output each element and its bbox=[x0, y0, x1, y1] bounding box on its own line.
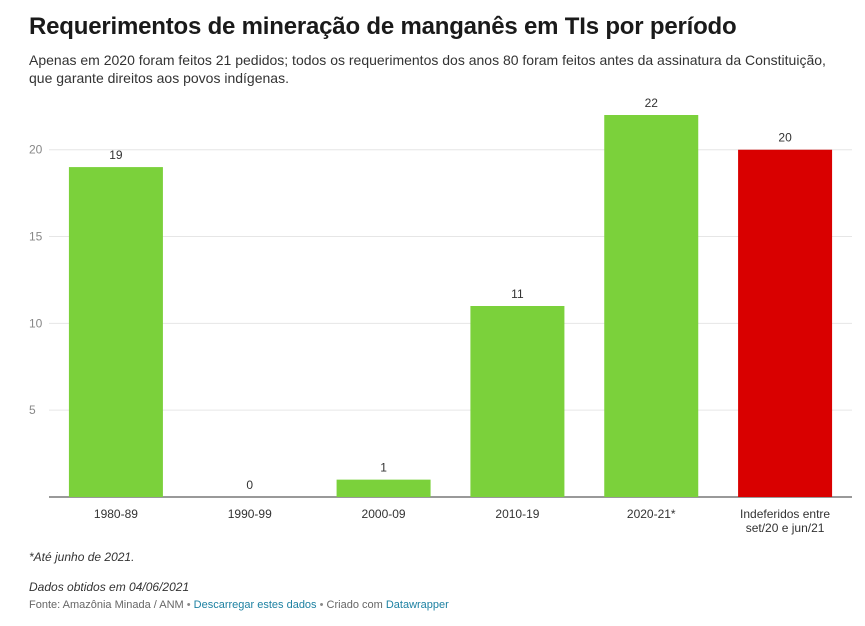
y-tick-label: 5 bbox=[29, 403, 36, 417]
bar-value-label: 19 bbox=[109, 148, 123, 162]
y-tick-label: 20 bbox=[29, 143, 43, 157]
bar-value-label: 20 bbox=[778, 131, 792, 145]
chart-subtitle: Apenas em 2020 foram feitos 21 pedidos; … bbox=[29, 52, 826, 86]
bar-chart: 5 10 15 20 19 1980-89 0 1990-99 1 2000-09 11 2010-1… bbox=[29, 96, 852, 535]
bar bbox=[470, 306, 565, 497]
footnote: *Até junho de 2021. bbox=[29, 550, 135, 564]
x-tick-label: 1980-89 bbox=[94, 507, 138, 521]
bar-value-label: 0 bbox=[246, 478, 253, 492]
x-tick-label: 1990-99 bbox=[228, 507, 272, 521]
y-tick-label: 15 bbox=[29, 230, 43, 244]
bar bbox=[738, 149, 833, 497]
source-line: Fonte: Amazônia Minada / ANM • Descarreg… bbox=[29, 599, 449, 611]
bar-value-label: 22 bbox=[645, 96, 659, 110]
bar-value-label: 11 bbox=[511, 287, 524, 301]
chart-title: Requerimentos de mineração de manganês e… bbox=[29, 13, 737, 40]
x-tick-label: Indeferidos entre bbox=[740, 507, 830, 521]
bar-value-label: 1 bbox=[380, 461, 387, 475]
datawrapper-link[interactable]: Datawrapper bbox=[385, 599, 449, 611]
separator: • bbox=[183, 599, 194, 611]
labels-layer: 5 10 15 20 19 1980-89 0 1990-99 1 2000-09 11 2010-1… bbox=[29, 96, 830, 535]
data-date-note: Dados obtidos em 04/06/2021 bbox=[29, 580, 190, 594]
bars-layer bbox=[68, 115, 833, 497]
bar bbox=[68, 167, 163, 497]
source-text: Fonte: Amazônia Minada / ANM bbox=[29, 599, 184, 611]
x-tick-label: 2000-09 bbox=[362, 507, 406, 521]
y-tick-label: 10 bbox=[29, 316, 43, 330]
download-data-link[interactable]: Descarregar estes dados bbox=[193, 599, 317, 611]
x-tick-label: set/20 e jun/21 bbox=[746, 521, 825, 535]
x-tick-label: 2010-19 bbox=[495, 507, 539, 521]
created-with-text: Criado com bbox=[326, 599, 386, 611]
grid-layer bbox=[49, 149, 852, 498]
bar bbox=[604, 115, 699, 497]
bar bbox=[336, 479, 431, 497]
separator: • bbox=[316, 599, 327, 611]
x-tick-label: 2020-21* bbox=[627, 507, 676, 521]
